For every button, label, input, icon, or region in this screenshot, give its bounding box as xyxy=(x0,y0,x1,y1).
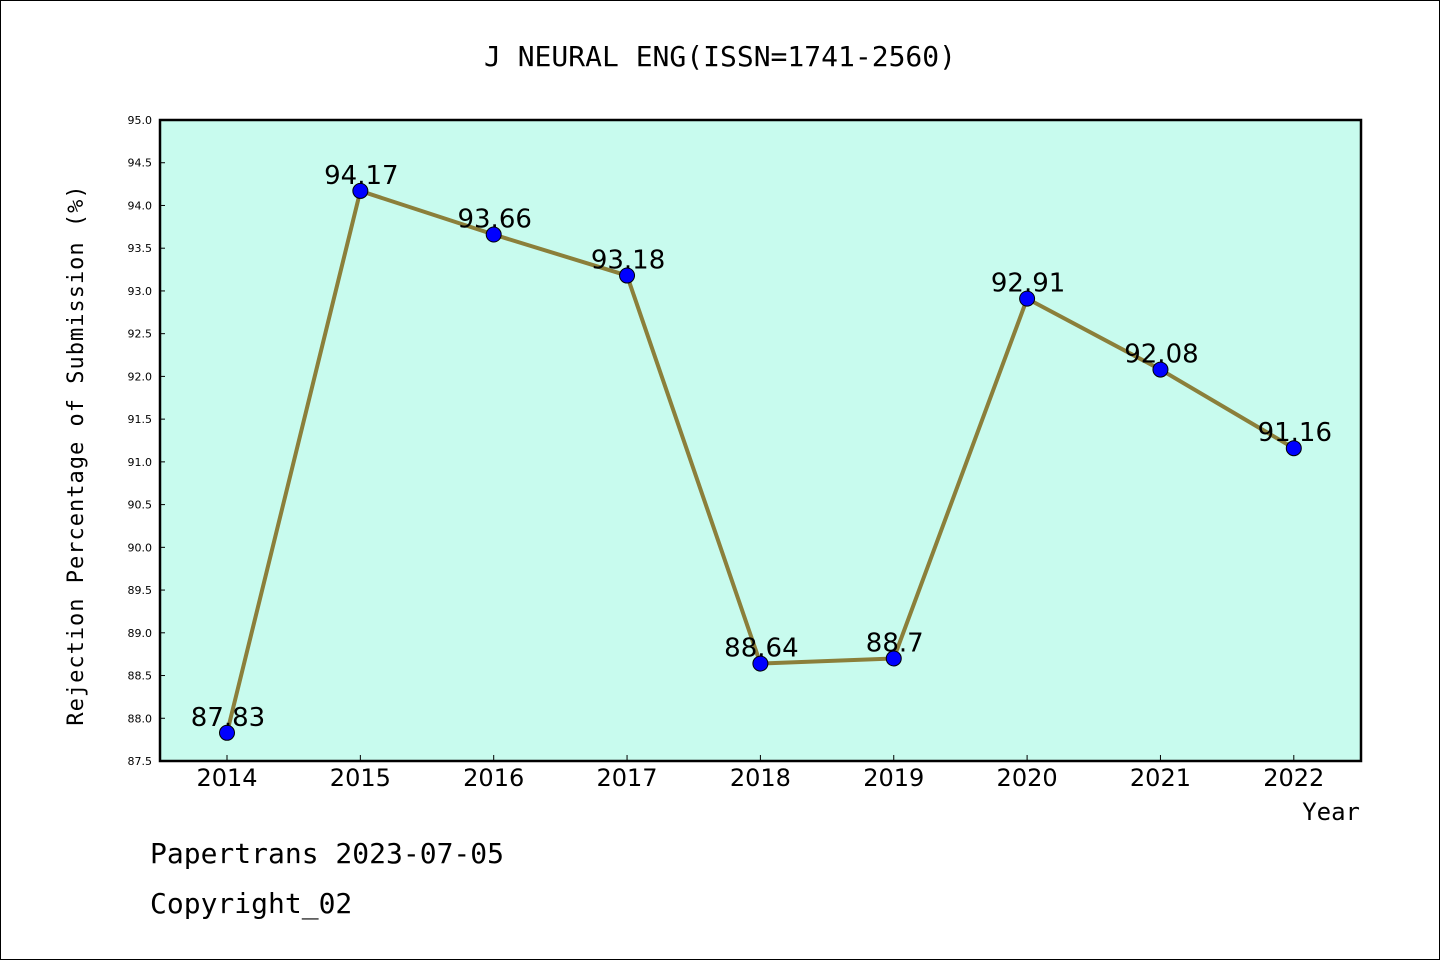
x-tick-label: 2017 xyxy=(597,764,658,792)
data-label: 93.18 xyxy=(591,246,665,276)
data-point xyxy=(1285,440,1302,457)
x-tick-label: 2022 xyxy=(1263,764,1324,792)
data-point xyxy=(1152,361,1169,378)
x-axis-label: Year xyxy=(1302,798,1360,826)
y-tick-label: 95.0 xyxy=(128,114,153,127)
data-label: 92.91 xyxy=(991,269,1065,299)
x-tick-label: 2014 xyxy=(196,764,257,792)
y-tick-label: 92.0 xyxy=(128,370,153,383)
x-tick-label: 2021 xyxy=(1130,764,1191,792)
series-line-group xyxy=(219,182,1302,741)
data-label: 91.16 xyxy=(1258,418,1332,448)
data-point xyxy=(352,182,369,199)
y-tick-label: 93.0 xyxy=(128,285,153,298)
data-label: 92.08 xyxy=(1124,340,1198,370)
y-axis-label: Rejection Percentage of Submission (%) xyxy=(64,184,89,725)
footer-copyright: Copyright_02 xyxy=(150,887,352,921)
plot-area xyxy=(158,118,1363,763)
y-tick-label: 92.5 xyxy=(128,328,153,341)
data-point xyxy=(219,724,235,741)
x-tick-label: 2016 xyxy=(463,764,524,792)
x-tick-label: 2019 xyxy=(863,764,924,792)
data-point xyxy=(752,655,769,672)
y-tick-label: 88.5 xyxy=(128,670,153,683)
data-label: 88.64 xyxy=(724,634,798,664)
chart-title: J NEURAL ENG(ISSN=1741-2560) xyxy=(484,40,956,73)
data-label: 93.66 xyxy=(457,205,531,235)
x-axis: 2014 2015 2016 2017 2018 2019 2020 2021 2022 xyxy=(196,755,1324,792)
data-point xyxy=(1019,290,1036,307)
data-labels: 87.83 94.17 93.66 93.18 88.64 88.7 92.91 92.08 9… xyxy=(191,161,1332,733)
y-tick-label: 93.5 xyxy=(128,242,153,255)
data-label: 88.7 xyxy=(866,628,924,658)
data-label: 94.17 xyxy=(324,161,398,191)
data-point xyxy=(485,226,502,243)
x-tick-label: 2018 xyxy=(730,764,791,792)
y-tick-label: 91.5 xyxy=(128,413,153,426)
y-tick-label: 89.5 xyxy=(128,584,153,597)
y-tick-label: 87.5 xyxy=(128,755,153,768)
y-tick-label: 90.0 xyxy=(128,541,153,554)
data-point xyxy=(885,650,902,667)
data-label: 87.83 xyxy=(191,703,265,733)
x-tick-label: 2020 xyxy=(997,764,1058,792)
footer-date: Papertrans 2023-07-05 xyxy=(150,837,504,870)
y-tick-label: 88.0 xyxy=(128,712,153,725)
data-point xyxy=(619,267,636,284)
y-tick-label: 94.0 xyxy=(128,199,153,212)
y-tick-label: 90.5 xyxy=(128,499,153,512)
y-tick-label: 89.0 xyxy=(128,627,153,640)
x-tick-label: 2015 xyxy=(330,764,391,792)
y-tick-label: 94.5 xyxy=(128,157,153,170)
y-tick-label: 91.0 xyxy=(128,456,153,469)
y-axis: 87.5 88.0 88.5 89.0 89.5 90.0 90.5 91.0 91.5 92.0… xyxy=(128,114,165,768)
